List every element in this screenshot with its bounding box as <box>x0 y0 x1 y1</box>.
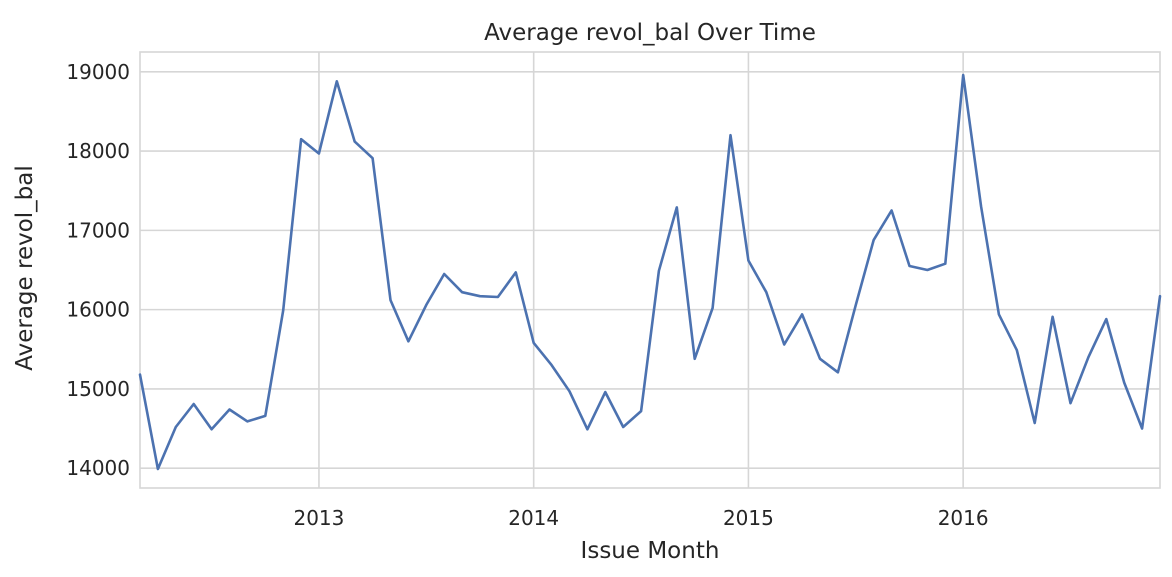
series-line <box>138 73 1162 471</box>
y-tick-label: 17000 <box>66 218 130 242</box>
chart-title: Average revol_bal Over Time <box>484 20 816 46</box>
y-tick-label: 14000 <box>66 456 130 480</box>
x-tick-label: 2015 <box>723 506 774 530</box>
x-tick-label: 2014 <box>508 506 559 530</box>
x-axis-label: Issue Month <box>581 538 720 564</box>
y-axis-label: Average revol_bal <box>12 165 38 371</box>
tick-layer: 14000 15000 16000 17000 18000 19000 2013 2014 20… <box>66 60 988 530</box>
y-tick-label: 16000 <box>66 298 130 322</box>
plot-frame <box>139 51 1161 489</box>
y-tick-label: 19000 <box>66 60 130 84</box>
x-tick-label: 2013 <box>293 506 344 530</box>
y-tick-label: 18000 <box>66 139 130 163</box>
x-tick-label: 2016 <box>938 506 989 530</box>
series-layer <box>138 73 1162 471</box>
y-tick-label: 15000 <box>66 377 130 401</box>
grid-layer <box>140 52 1160 488</box>
